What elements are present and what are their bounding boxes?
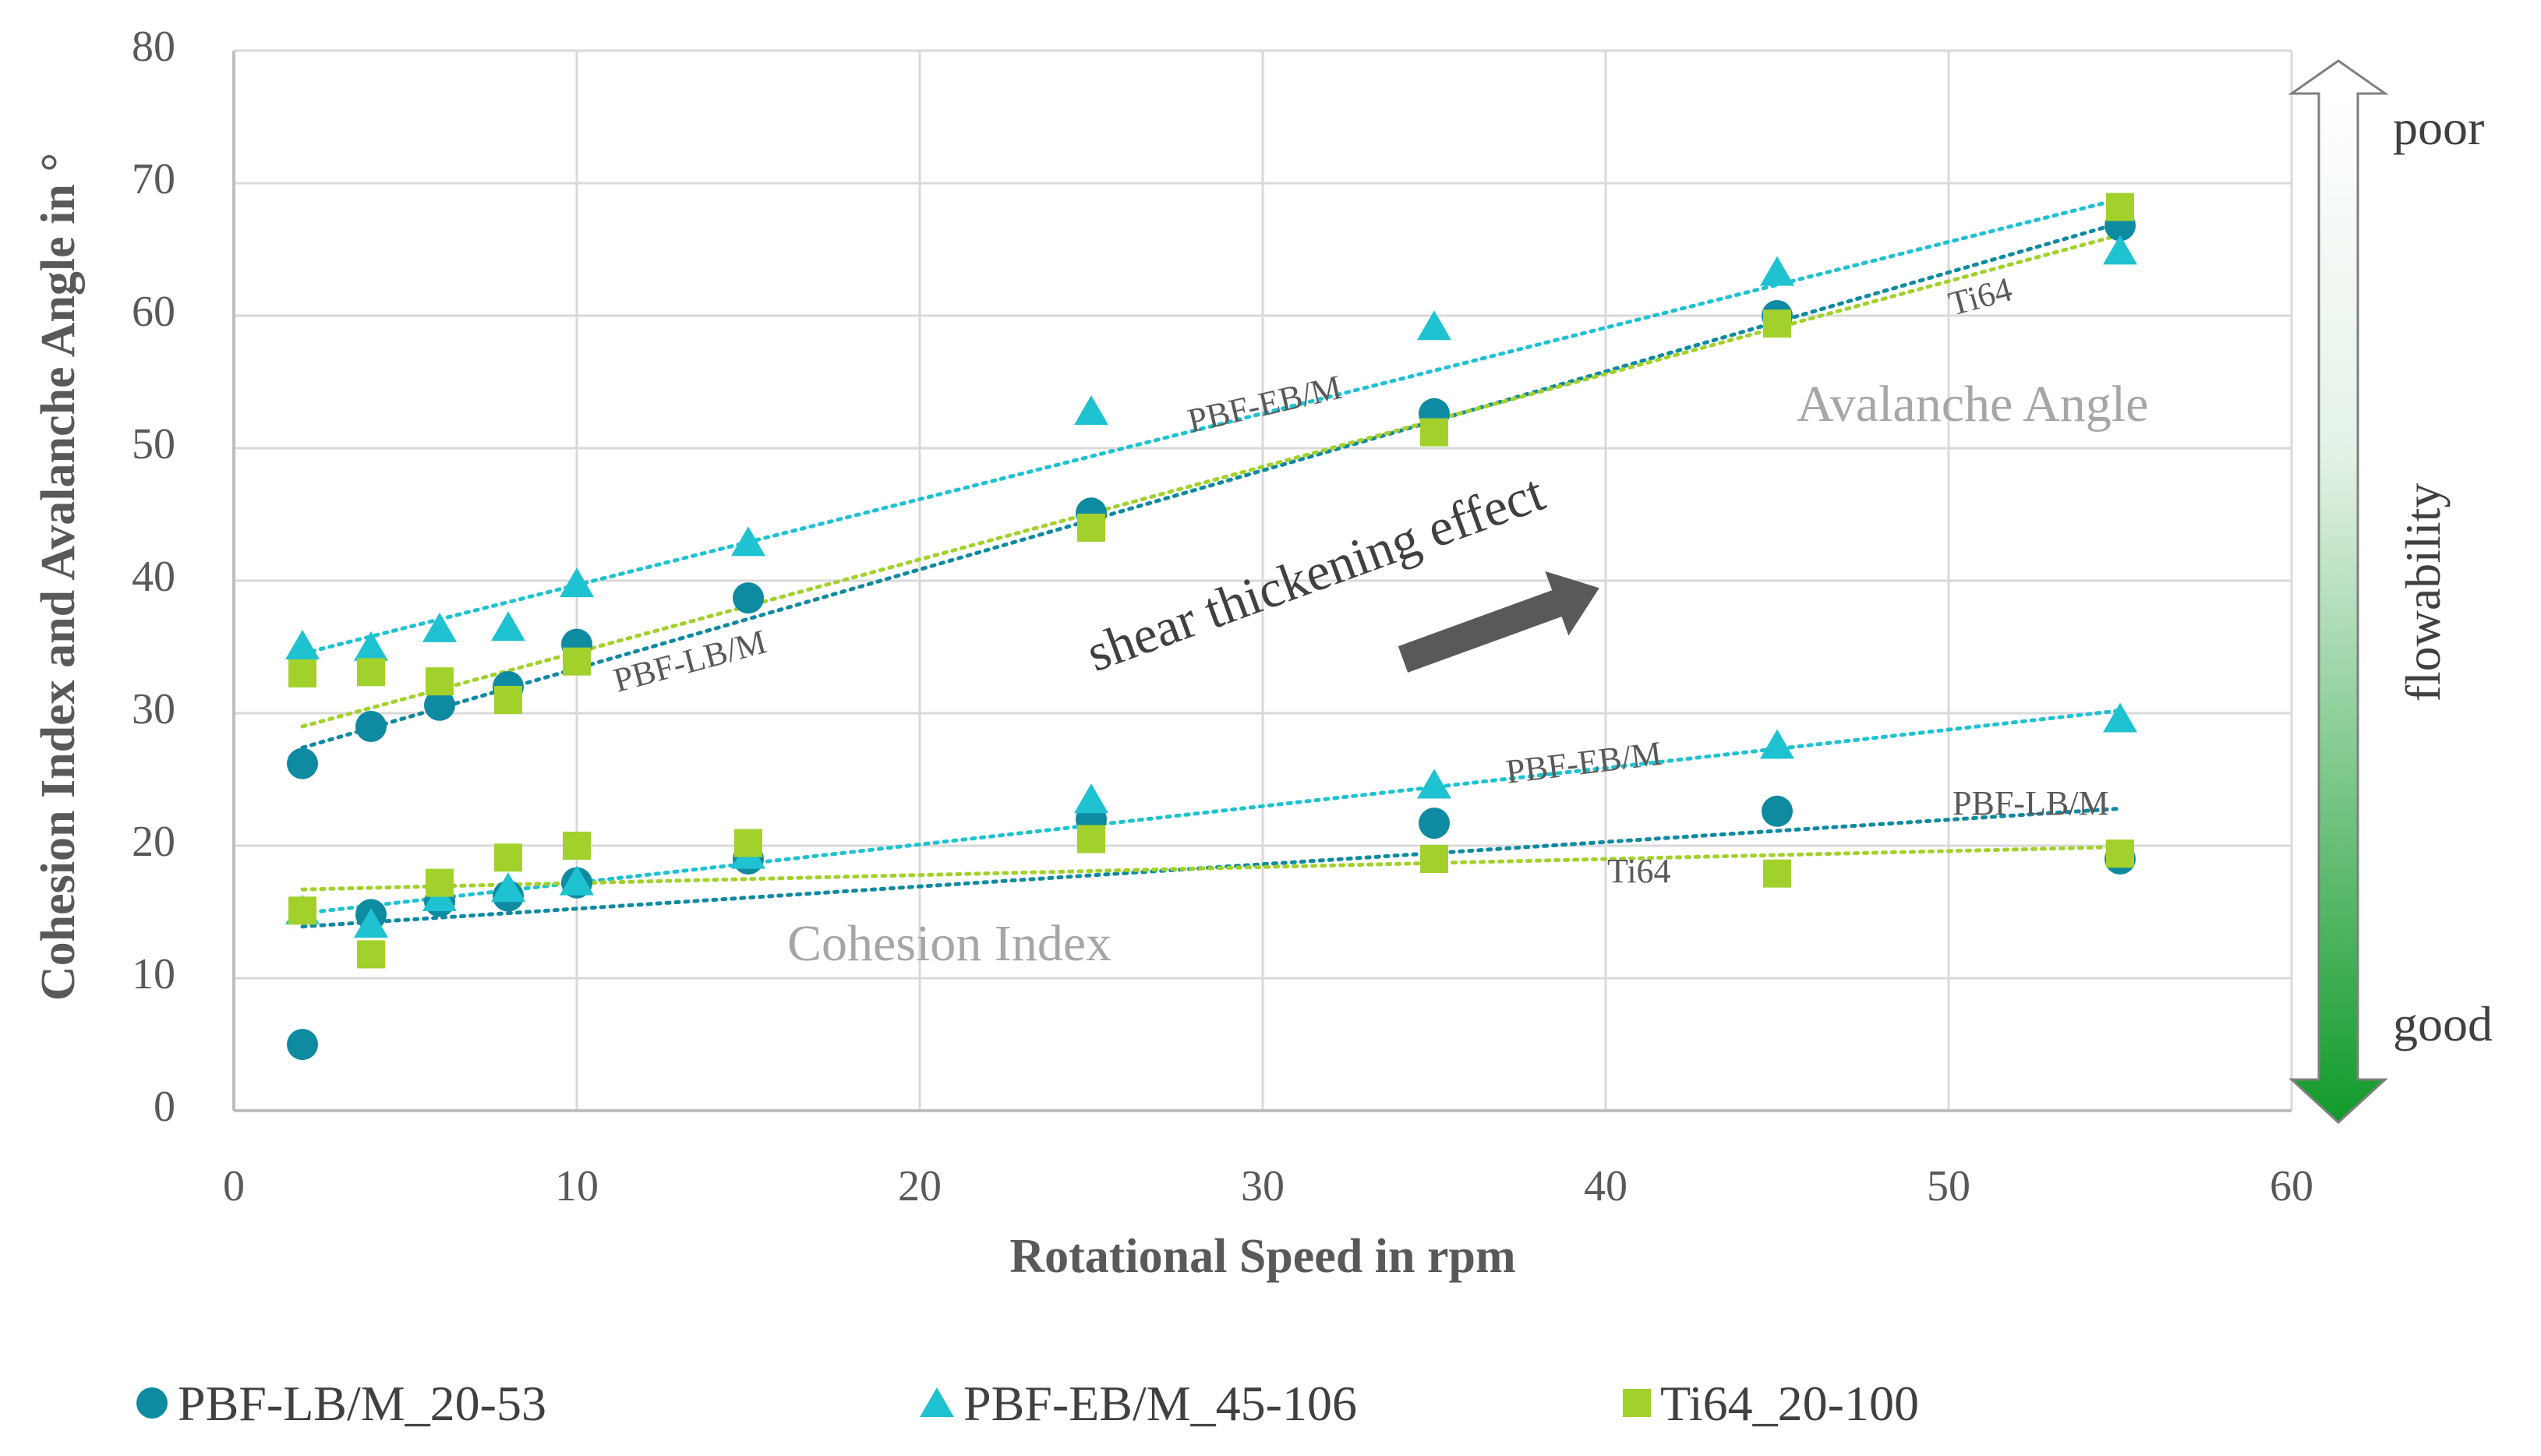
data-point-cohesion — [1763, 859, 1791, 888]
legend-label-ti: Ti64_20-100 — [1660, 1376, 1919, 1431]
y-axis-title: Cohesion Index and Avalanche Angle in ° — [32, 153, 85, 1001]
flowability-title: flowability — [2395, 483, 2451, 702]
flowability-poor-label: poor — [2393, 100, 2484, 155]
shear-arrow-icon — [1398, 571, 1599, 673]
data-points — [285, 193, 2137, 1060]
data-point-cohesion — [2106, 839, 2134, 868]
fit-label-eb-cohesion: PBF-EB/M — [1504, 734, 1663, 791]
data-point-avalanche — [2103, 235, 2137, 265]
fit-label-eb-avalanche: PBF-EB/M — [1184, 368, 1345, 440]
data-point-avalanche — [491, 611, 525, 641]
data-point-cohesion — [426, 868, 454, 897]
x-tick-label: 20 — [898, 1162, 942, 1210]
legend-marker-ti — [1623, 1389, 1651, 1417]
avalanche-angle-label: Avalanche Angle — [1797, 376, 2148, 433]
x-tick-label: 50 — [1927, 1162, 1970, 1210]
data-point-avalanche — [563, 647, 591, 676]
trendline-cohesion — [300, 845, 2122, 892]
data-point-avalanche — [357, 658, 385, 687]
data-point-avalanche — [1417, 310, 1451, 341]
x-tick-label: 30 — [1241, 1162, 1285, 1210]
y-tick-label: 40 — [132, 553, 175, 601]
data-point-avalanche — [560, 567, 594, 598]
data-point-cohesion — [357, 940, 385, 969]
data-point-cohesion — [1074, 783, 1108, 814]
data-point-avalanche — [733, 582, 764, 614]
trendline-cohesion — [300, 709, 2122, 916]
data-point-avalanche — [424, 689, 455, 721]
y-tick-label: 70 — [132, 155, 175, 203]
data-point-cohesion — [491, 872, 525, 903]
x-tick-label: 40 — [1584, 1162, 1627, 1210]
data-point-avalanche — [354, 631, 388, 661]
y-tick-labels: 0 10 20 30 40 50 60 70 80 — [132, 23, 175, 1131]
y-tick-label: 0 — [154, 1083, 175, 1131]
data-point-avalanche — [1074, 395, 1108, 426]
trendline-avalanche — [300, 221, 2122, 750]
y-tick-label: 30 — [132, 685, 175, 733]
data-point-avalanche — [355, 711, 387, 742]
data-point-avalanche — [1077, 514, 1105, 542]
data-point-cohesion — [287, 1029, 318, 1060]
legend-label-eb: PBF-EB/M_45-106 — [963, 1376, 1357, 1431]
data-point-avalanche — [285, 630, 320, 659]
legend-label-lb: PBF-LB/M_20-53 — [178, 1376, 546, 1431]
data-point-avalanche — [2106, 193, 2134, 221]
axes — [232, 51, 2292, 1112]
legend-marker-eb — [920, 1387, 954, 1417]
legend: PBF-LB/M_20-53 PBF-EB/M_45-106 Ti64_20-1… — [136, 1376, 1919, 1431]
data-point-cohesion — [494, 843, 522, 872]
x-tick-labels: 0 10 20 30 40 50 60 — [223, 1162, 2313, 1210]
data-point-cohesion — [563, 832, 591, 860]
fit-label-lb-cohesion: PBF-LB/M — [1953, 784, 2109, 822]
flowability-good-label: good — [2393, 996, 2493, 1051]
flowability-arrow-icon — [2288, 59, 2389, 1125]
y-tick-label: 10 — [132, 950, 175, 998]
data-point-avalanche — [288, 659, 316, 687]
cohesion-index-label: Cohesion Index — [787, 915, 1111, 972]
data-point-avalanche — [287, 747, 318, 779]
data-point-avalanche — [1763, 309, 1791, 338]
data-point-cohesion — [354, 908, 388, 938]
data-point-cohesion — [2103, 702, 2137, 733]
legend-marker-lb — [136, 1387, 168, 1419]
data-point-avalanche — [1420, 418, 1448, 447]
data-point-cohesion — [1762, 795, 1793, 827]
data-point-cohesion — [1760, 729, 1794, 759]
data-point-cohesion — [1077, 825, 1105, 853]
x-tick-label: 0 — [223, 1162, 245, 1210]
data-point-cohesion — [288, 896, 316, 925]
fit-label-ti-cohesion: Ti64 — [1607, 852, 1671, 890]
y-tick-label: 60 — [132, 288, 175, 336]
data-point-cohesion — [734, 829, 762, 857]
data-point-avalanche — [422, 612, 457, 642]
y-tick-label: 20 — [132, 818, 175, 866]
y-tick-label: 80 — [132, 23, 175, 71]
data-point-avalanche — [494, 686, 522, 714]
x-tick-label: 10 — [555, 1162, 599, 1210]
x-tick-label: 60 — [2270, 1162, 2313, 1210]
data-point-avalanche — [1760, 256, 1794, 286]
y-tick-label: 50 — [132, 420, 175, 468]
trendline-avalanche — [300, 196, 2122, 656]
data-point-avalanche — [731, 526, 765, 557]
data-point-cohesion — [1419, 808, 1450, 839]
data-point-cohesion — [1420, 845, 1448, 873]
data-point-avalanche — [426, 667, 454, 696]
data-point-cohesion — [1417, 769, 1451, 799]
data-point-cohesion — [560, 865, 594, 896]
x-axis-title: Rotational Speed in rpm — [1009, 1230, 1515, 1283]
trendlines — [300, 196, 2122, 929]
